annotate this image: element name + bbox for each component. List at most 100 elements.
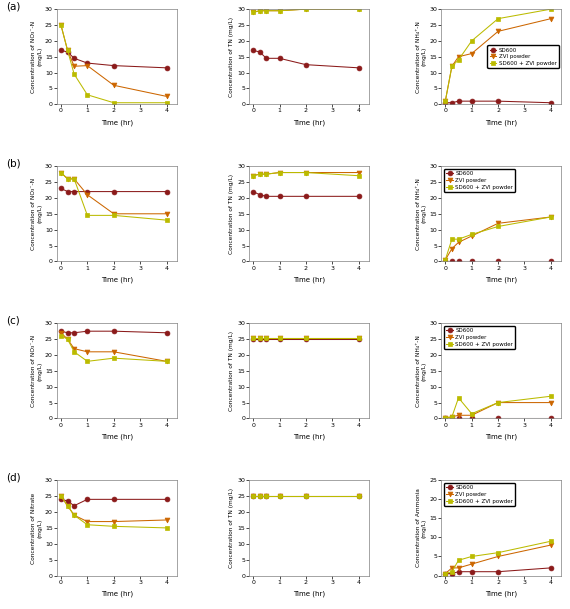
- SD600: [355, 336, 362, 343]
- SD600 + ZVI powder: [495, 549, 502, 556]
- Y-axis label: Concentration of NH₄⁺-N
(mg/L): Concentration of NH₄⁺-N (mg/L): [416, 335, 426, 407]
- SD600 + ZVI powder: [111, 354, 117, 362]
- Line: SD600 + ZVI powder: SD600 + ZVI powder: [443, 7, 553, 104]
- SD600: [547, 257, 554, 264]
- Text: (c): (c): [7, 315, 21, 326]
- ZVI powder: [250, 334, 256, 341]
- X-axis label: Time (hr): Time (hr): [101, 433, 133, 440]
- SD600: [58, 328, 64, 335]
- SD600 + ZVI powder: [111, 212, 117, 219]
- SD600: [250, 336, 256, 343]
- SD600: [547, 414, 554, 421]
- Legend: SD600, ZVI powder, SD600 + ZVI powder: SD600, ZVI powder, SD600 + ZVI powder: [444, 326, 515, 349]
- SD600 + ZVI powder: [455, 557, 462, 564]
- SD600: [250, 493, 256, 500]
- SD600 + ZVI powder: [455, 56, 462, 63]
- SD600 + ZVI powder: [58, 169, 64, 176]
- X-axis label: Time (hr): Time (hr): [485, 590, 518, 597]
- ZVI powder: [84, 191, 91, 199]
- SD600 + ZVI powder: [355, 172, 362, 180]
- Line: SD600: SD600: [251, 494, 361, 499]
- SD600 + ZVI powder: [250, 172, 256, 180]
- SD600 + ZVI powder: [111, 99, 117, 107]
- SD600 + ZVI powder: [58, 493, 64, 500]
- SD600: [84, 188, 91, 195]
- SD600 + ZVI powder: [263, 493, 270, 500]
- Line: ZVI powder: ZVI powder: [251, 494, 361, 499]
- Line: SD600 + ZVI powder: SD600 + ZVI powder: [251, 7, 361, 15]
- ZVI powder: [263, 334, 270, 341]
- Legend: SD600, ZVI powder, SD600 + ZVI powder: SD600, ZVI powder, SD600 + ZVI powder: [444, 483, 515, 506]
- X-axis label: Time (hr): Time (hr): [101, 276, 133, 283]
- ZVI powder: [355, 169, 362, 176]
- ZVI powder: [256, 7, 263, 15]
- Line: SD600 + ZVI powder: SD600 + ZVI powder: [443, 539, 553, 576]
- ZVI powder: [256, 171, 263, 178]
- SD600: [547, 99, 554, 107]
- ZVI powder: [163, 357, 170, 365]
- SD600: [58, 496, 64, 503]
- SD600 + ZVI powder: [303, 5, 310, 13]
- Line: ZVI powder: ZVI powder: [443, 543, 553, 576]
- Line: ZVI powder: ZVI powder: [251, 170, 361, 178]
- ZVI powder: [111, 82, 117, 89]
- SD600 + ZVI powder: [71, 71, 78, 78]
- Line: SD600 + ZVI powder: SD600 + ZVI powder: [251, 335, 361, 340]
- Line: SD600 + ZVI powder: SD600 + ZVI powder: [443, 214, 553, 262]
- ZVI powder: [495, 399, 502, 406]
- SD600: [442, 414, 449, 421]
- ZVI powder: [442, 414, 449, 421]
- ZVI powder: [455, 53, 462, 60]
- SD600: [163, 496, 170, 503]
- Y-axis label: Concentration of NH₄⁺-N
(mg/L): Concentration of NH₄⁺-N (mg/L): [416, 178, 426, 250]
- ZVI powder: [449, 413, 455, 420]
- SD600 + ZVI powder: [250, 493, 256, 500]
- SD600: [84, 328, 91, 335]
- SD600 + ZVI powder: [64, 336, 71, 343]
- ZVI powder: [58, 493, 64, 500]
- Line: SD600: SD600: [443, 566, 553, 576]
- SD600 + ZVI powder: [58, 21, 64, 29]
- SD600 + ZVI powder: [495, 399, 502, 406]
- SD600: [303, 493, 310, 500]
- SD600: [355, 493, 362, 500]
- ZVI powder: [163, 93, 170, 100]
- ZVI powder: [276, 493, 283, 500]
- ZVI powder: [111, 348, 117, 356]
- SD600: [64, 498, 71, 505]
- SD600 + ZVI powder: [547, 213, 554, 220]
- ZVI powder: [250, 172, 256, 180]
- SD600: [442, 570, 449, 577]
- SD600: [303, 192, 310, 200]
- SD600 + ZVI powder: [163, 524, 170, 532]
- SD600 + ZVI powder: [71, 175, 78, 183]
- ZVI powder: [442, 256, 449, 264]
- Line: ZVI powder: ZVI powder: [59, 330, 169, 364]
- ZVI powder: [64, 47, 71, 54]
- SD600 + ZVI powder: [84, 212, 91, 219]
- X-axis label: Time (hr): Time (hr): [485, 433, 518, 440]
- SD600 + ZVI powder: [111, 523, 117, 530]
- ZVI powder: [547, 541, 554, 549]
- SD600: [111, 328, 117, 335]
- ZVI powder: [547, 399, 554, 406]
- SD600: [263, 493, 270, 500]
- X-axis label: Time (hr): Time (hr): [293, 433, 325, 440]
- SD600 + ZVI powder: [84, 357, 91, 365]
- ZVI powder: [449, 564, 455, 571]
- ZVI powder: [303, 493, 310, 500]
- SD600: [163, 188, 170, 195]
- SD600: [449, 257, 455, 264]
- Line: SD600: SD600: [443, 415, 553, 420]
- X-axis label: Time (hr): Time (hr): [101, 119, 133, 125]
- ZVI powder: [547, 213, 554, 220]
- SD600: [111, 188, 117, 195]
- ZVI powder: [71, 175, 78, 183]
- ZVI powder: [455, 412, 462, 419]
- SD600: [469, 568, 475, 576]
- ZVI powder: [455, 239, 462, 246]
- SD600 + ZVI powder: [442, 414, 449, 421]
- ZVI powder: [84, 348, 91, 356]
- SD600: [256, 191, 263, 199]
- SD600 + ZVI powder: [71, 348, 78, 356]
